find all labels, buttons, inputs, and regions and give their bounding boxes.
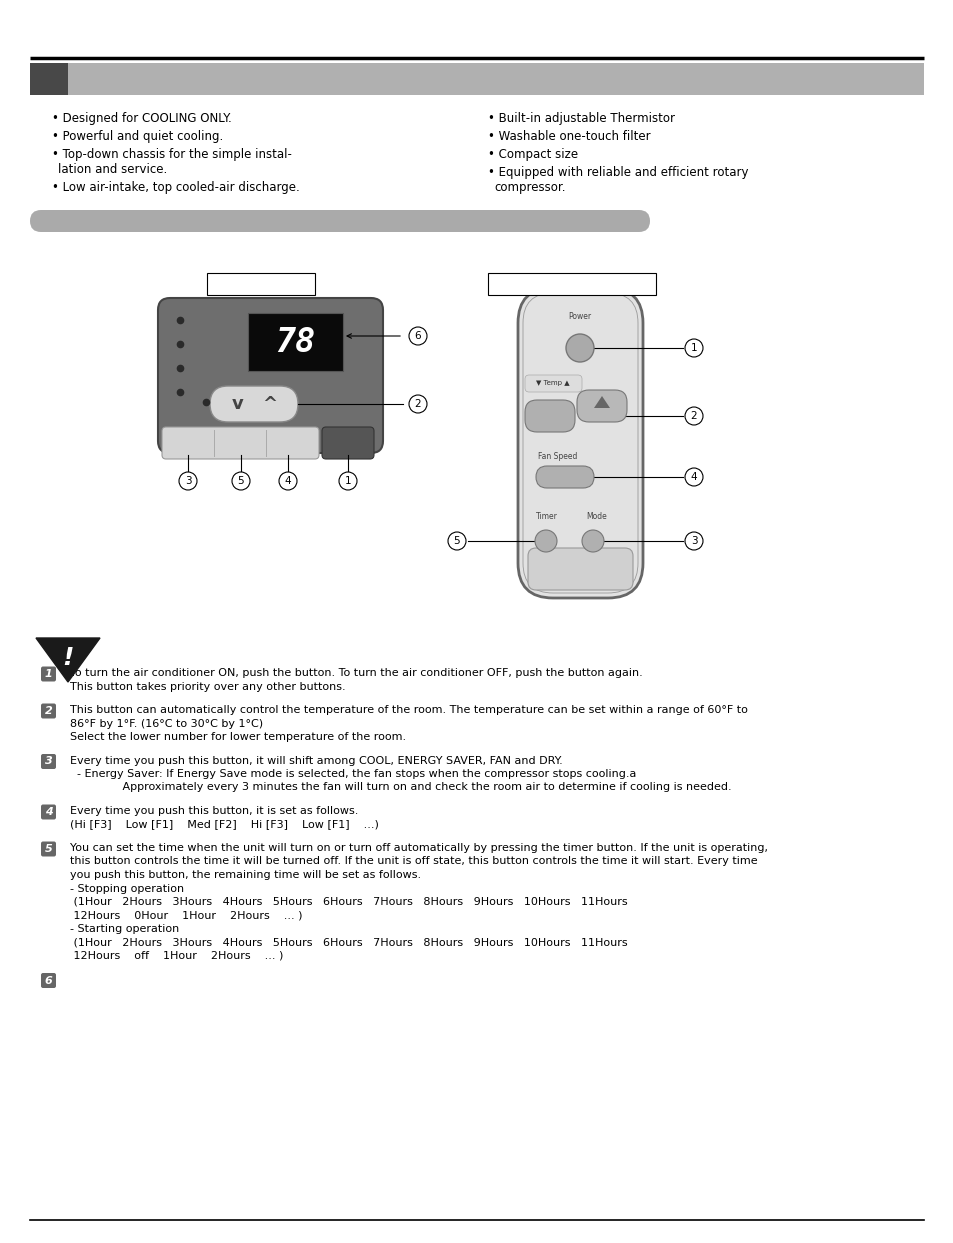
Text: Select the lower number for lower temperature of the room.: Select the lower number for lower temper… <box>70 732 406 742</box>
Text: 78: 78 <box>275 326 315 358</box>
FancyBboxPatch shape <box>210 387 297 423</box>
Circle shape <box>535 530 557 552</box>
Text: 5: 5 <box>237 476 244 486</box>
FancyBboxPatch shape <box>524 400 575 433</box>
Text: Mode: Mode <box>585 512 606 521</box>
Text: Timer: Timer <box>536 512 558 521</box>
Text: • Compact size: • Compact size <box>488 148 578 162</box>
Circle shape <box>684 532 702 549</box>
Text: v: v <box>232 395 244 413</box>
Text: - Stopping operation: - Stopping operation <box>70 884 184 894</box>
Bar <box>30 63 68 94</box>
Text: 6: 6 <box>45 976 52 986</box>
Text: 4: 4 <box>284 476 291 486</box>
Circle shape <box>565 334 594 362</box>
Text: This button takes priority over any other buttons.: This button takes priority over any othe… <box>70 681 345 691</box>
Text: Power: Power <box>568 312 591 321</box>
Text: Fan Speed: Fan Speed <box>537 451 577 460</box>
Text: 1: 1 <box>690 343 697 353</box>
Text: 1: 1 <box>45 669 52 679</box>
Text: 2: 2 <box>690 411 697 421</box>
Text: compressor.: compressor. <box>494 181 565 194</box>
FancyBboxPatch shape <box>517 288 642 598</box>
Text: • Equipped with reliable and efficient rotary: • Equipped with reliable and efficient r… <box>488 167 748 179</box>
Text: 3: 3 <box>45 757 52 767</box>
Text: Approximately every 3 minutes the fan will turn on and check the room air to det: Approximately every 3 minutes the fan wi… <box>70 783 731 793</box>
Circle shape <box>409 395 427 413</box>
Text: This button can automatically control the temperature of the room. The temperatu: This button can automatically control th… <box>70 705 747 715</box>
Text: 12Hours    off    1Hour    2Hours    ... ): 12Hours off 1Hour 2Hours ... ) <box>70 951 283 961</box>
Text: you push this button, the remaining time will be set as follows.: you push this button, the remaining time… <box>70 870 420 880</box>
Circle shape <box>581 530 603 552</box>
Text: 12Hours    0Hour    1Hour    2Hours    ... ): 12Hours 0Hour 1Hour 2Hours ... ) <box>70 911 302 921</box>
Text: Every time you push this button, it will shift among COOL, ENERGY SAVER, FAN and: Every time you push this button, it will… <box>70 756 562 766</box>
Text: (1Hour   2Hours   3Hours   4Hours   5Hours   6Hours   7Hours   8Hours   9Hours  : (1Hour 2Hours 3Hours 4Hours 5Hours 6Hour… <box>70 897 627 907</box>
Bar <box>248 313 343 370</box>
Text: 4: 4 <box>45 807 52 817</box>
FancyBboxPatch shape <box>158 298 382 452</box>
FancyBboxPatch shape <box>41 704 56 718</box>
FancyBboxPatch shape <box>41 973 56 988</box>
Text: ^: ^ <box>262 395 277 413</box>
FancyBboxPatch shape <box>577 288 582 295</box>
FancyBboxPatch shape <box>41 804 56 819</box>
Text: 4: 4 <box>690 472 697 482</box>
Text: ▼ Temp ▲: ▼ Temp ▲ <box>536 380 569 387</box>
Text: To turn the air conditioner ON, push the button. To turn the air conditioner OFF: To turn the air conditioner ON, push the… <box>70 667 642 677</box>
Text: • Built-in adjustable Thermistor: • Built-in adjustable Thermistor <box>488 112 675 126</box>
FancyBboxPatch shape <box>41 755 56 769</box>
Text: 6: 6 <box>415 331 421 341</box>
Text: 86°F by 1°F. (16°C to 30°C by 1°C): 86°F by 1°F. (16°C to 30°C by 1°C) <box>70 718 263 728</box>
Text: • Powerful and quiet cooling.: • Powerful and quiet cooling. <box>52 131 223 143</box>
FancyBboxPatch shape <box>322 428 374 459</box>
FancyBboxPatch shape <box>162 428 318 459</box>
Text: 3: 3 <box>185 476 192 486</box>
Text: - Energy Saver: If Energy Save mode is selected, the fan stops when the compress: - Energy Saver: If Energy Save mode is s… <box>70 769 636 779</box>
FancyBboxPatch shape <box>524 375 581 392</box>
Text: 1: 1 <box>344 476 351 486</box>
Polygon shape <box>36 638 100 682</box>
Text: (1Hour   2Hours   3Hours   4Hours   5Hours   6Hours   7Hours   8Hours   9Hours  : (1Hour 2Hours 3Hours 4Hours 5Hours 6Hour… <box>70 937 627 947</box>
FancyBboxPatch shape <box>30 210 649 232</box>
Text: • Washable one-touch filter: • Washable one-touch filter <box>488 131 650 143</box>
Circle shape <box>684 406 702 425</box>
Text: 5: 5 <box>45 844 52 854</box>
Circle shape <box>278 472 296 490</box>
FancyBboxPatch shape <box>527 548 633 590</box>
Bar <box>30 63 923 94</box>
Circle shape <box>338 472 356 490</box>
Bar <box>488 273 656 295</box>
Circle shape <box>232 472 250 490</box>
Circle shape <box>448 532 465 549</box>
Text: • Top-down chassis for the simple instal-: • Top-down chassis for the simple instal… <box>52 148 292 162</box>
FancyBboxPatch shape <box>577 390 626 423</box>
FancyBboxPatch shape <box>41 666 56 681</box>
Text: 3: 3 <box>690 536 697 546</box>
Text: (Hi [F3]    Low [F1]    Med [F2]    Hi [F3]    Low [F1]    ...): (Hi [F3] Low [F1] Med [F2] Hi [F3] Low [… <box>70 819 378 829</box>
FancyBboxPatch shape <box>41 842 56 856</box>
Text: lation and service.: lation and service. <box>58 163 167 177</box>
FancyBboxPatch shape <box>536 466 594 488</box>
Circle shape <box>409 327 427 346</box>
Circle shape <box>179 472 196 490</box>
Circle shape <box>684 339 702 357</box>
Text: !: ! <box>62 646 73 670</box>
Polygon shape <box>594 397 609 408</box>
Text: 2: 2 <box>45 706 52 716</box>
Text: • Low air-intake, top cooled-air discharge.: • Low air-intake, top cooled-air dischar… <box>52 181 299 194</box>
Circle shape <box>684 469 702 486</box>
Text: Every time you push this button, it is set as follows.: Every time you push this button, it is s… <box>70 805 358 815</box>
Text: 2: 2 <box>415 399 421 409</box>
Bar <box>207 273 314 295</box>
Text: - Starting operation: - Starting operation <box>70 924 179 933</box>
Text: You can set the time when the unit will turn on or turn off automatically by pre: You can set the time when the unit will … <box>70 843 767 853</box>
Text: this button controls the time it will be turned off. If the unit is off state, t: this button controls the time it will be… <box>70 856 757 866</box>
Text: 5: 5 <box>454 536 460 546</box>
Text: • Designed for COOLING ONLY.: • Designed for COOLING ONLY. <box>52 112 232 126</box>
